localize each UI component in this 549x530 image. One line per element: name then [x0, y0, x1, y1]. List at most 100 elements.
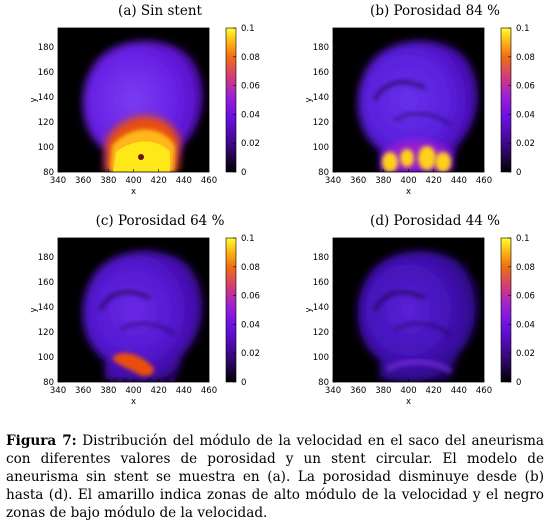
figure-caption: Figura 7: Distribución del módulo de la … — [6, 432, 544, 522]
heatmap-plot: 340 360 380 400 420 440 460 x 80 100 120 140 160 180 y… — [304, 234, 535, 407]
colorbar-tick-label: 0.04 — [241, 320, 260, 330]
y-tick-label: 140 — [313, 303, 329, 313]
colorbar-tick-label: 0.04 — [241, 110, 260, 120]
colorbar-tick-label: 0.08 — [241, 53, 260, 63]
y-tick-label: 140 — [38, 93, 54, 103]
x-tick-label: 360 — [75, 176, 91, 186]
x-tick-label: 440 — [451, 386, 467, 396]
colorbar-tick-label: 0.02 — [516, 349, 535, 359]
figure-7: (a) Sin stent 340 360 380 400 420 440 460 x 80 100… — [0, 0, 549, 418]
y-tick-label: 80 — [43, 168, 54, 178]
x-axis-label: x — [131, 187, 136, 197]
y-tick-label: 160 — [38, 278, 54, 288]
caption-label: Figura 7: — [6, 433, 77, 449]
y-tick-label: 160 — [313, 68, 329, 78]
x-tick-label: 440 — [176, 176, 192, 186]
x-tick-label: 440 — [451, 176, 467, 186]
panel-title: (b) Porosidad 84 % — [370, 3, 500, 19]
colorbar — [500, 237, 512, 383]
x-tick-label: 380 — [100, 176, 116, 186]
panel-title: (d) Porosidad 44 % — [370, 213, 500, 229]
y-tick-label: 120 — [38, 328, 54, 338]
x-tick-label: 340 — [50, 176, 66, 186]
x-tick-label: 420 — [426, 386, 442, 396]
x-tick-label: 340 — [325, 386, 341, 396]
colorbar-tick-label: 0.06 — [516, 292, 535, 302]
colorbar-tick-label: 0.08 — [241, 263, 260, 273]
x-tick-label: 420 — [151, 386, 167, 396]
x-tick-label: 460 — [201, 176, 217, 186]
x-tick-label: 400 — [400, 386, 416, 396]
x-tick-label: 380 — [375, 386, 391, 396]
panel-title: (c) Porosidad 64 % — [95, 213, 225, 229]
x-tick-label: 360 — [350, 176, 366, 186]
x-tick-label: 400 — [125, 386, 141, 396]
y-tick-label: 120 — [38, 118, 54, 128]
y-tick-label: 180 — [313, 43, 329, 53]
y-tick-label: 100 — [313, 353, 329, 363]
y-tick-label: 140 — [38, 303, 54, 313]
colorbar-tick-label: 0.08 — [516, 263, 535, 273]
x-tick-label: 380 — [375, 176, 391, 186]
y-tick-label: 100 — [38, 143, 54, 153]
heatmap-plot: 340 360 380 400 420 440 460 x 80 100 120 140 160 180 y… — [304, 24, 535, 197]
x-tick-label: 360 — [350, 386, 366, 396]
caption-text: Distribución del módulo de la velocidad … — [6, 433, 544, 521]
colorbar — [225, 27, 237, 173]
colorbar-tick-label: 0.06 — [241, 82, 260, 92]
x-tick-label: 380 — [100, 386, 116, 396]
colorbar-tick-label: 0 — [241, 378, 246, 388]
x-tick-label: 460 — [476, 176, 492, 186]
y-tick-label: 180 — [38, 253, 54, 263]
y-tick-label: 140 — [313, 93, 329, 103]
colorbar-tick-label: 0.1 — [241, 234, 255, 244]
y-tick-label: 80 — [318, 168, 329, 178]
x-axis-label: x — [406, 187, 411, 197]
colorbar — [225, 237, 237, 383]
panel-d: (d) Porosidad 44 % 340 360 380 400 420 440 460 x… — [275, 210, 549, 418]
x-tick-label: 460 — [201, 386, 217, 396]
heatmap-plot: 340 360 380 400 420 440 460 x 80 100 120 140 160 180 y… — [29, 24, 260, 197]
y-tick-label: 100 — [313, 143, 329, 153]
colorbar-tick-label: 0.04 — [516, 110, 535, 120]
panel-c: (c) Porosidad 64 % 340 360 380 400 420 440 460 x… — [0, 210, 274, 418]
x-tick-label: 340 — [325, 176, 341, 186]
y-tick-label: 120 — [313, 328, 329, 338]
y-tick-label: 120 — [313, 118, 329, 128]
y-tick-label: 160 — [38, 68, 54, 78]
panel-b: (b) Porosidad 84 % 340 360 380 400 420 440 460 x… — [275, 0, 549, 208]
colorbar-tick-label: 0.02 — [241, 139, 260, 149]
y-tick-label: 180 — [313, 253, 329, 263]
y-tick-label: 180 — [38, 43, 54, 53]
colorbar-tick-label: 0 — [516, 168, 521, 178]
colorbar-tick-label: 0.04 — [516, 320, 535, 330]
x-tick-label: 440 — [176, 386, 192, 396]
y-tick-label: 80 — [43, 378, 54, 388]
x-tick-label: 400 — [125, 176, 141, 186]
y-tick-label: 160 — [313, 278, 329, 288]
colorbar-tick-label: 0 — [516, 378, 521, 388]
x-tick-label: 340 — [50, 386, 66, 396]
x-tick-label: 460 — [476, 386, 492, 396]
y-axis-label: y — [304, 307, 314, 312]
colorbar-tick-label: 0.02 — [516, 139, 535, 149]
colorbar-tick-label: 0.1 — [516, 24, 530, 34]
y-axis-label: y — [304, 97, 314, 102]
colorbar-tick-label: 0.1 — [516, 234, 530, 244]
y-tick-label: 80 — [318, 378, 329, 388]
x-tick-label: 420 — [426, 176, 442, 186]
x-axis-label: x — [406, 397, 411, 407]
y-axis-label: y — [29, 97, 39, 102]
colorbar-tick-label: 0 — [241, 168, 246, 178]
heatmap-plot: 340 360 380 400 420 440 460 x 80 100 120 140 160 180 y… — [29, 234, 260, 407]
colorbar-tick-label: 0.02 — [241, 349, 260, 359]
colorbar-tick-label: 0.06 — [516, 82, 535, 92]
colorbar-tick-label: 0.08 — [516, 53, 535, 63]
y-axis-label: y — [29, 307, 39, 312]
x-axis-label: x — [131, 397, 136, 407]
colorbar — [500, 27, 512, 173]
panel-title: (a) Sin stent — [118, 3, 202, 19]
x-tick-label: 400 — [400, 176, 416, 186]
colorbar-tick-label: 0.06 — [241, 292, 260, 302]
y-tick-label: 100 — [38, 353, 54, 363]
